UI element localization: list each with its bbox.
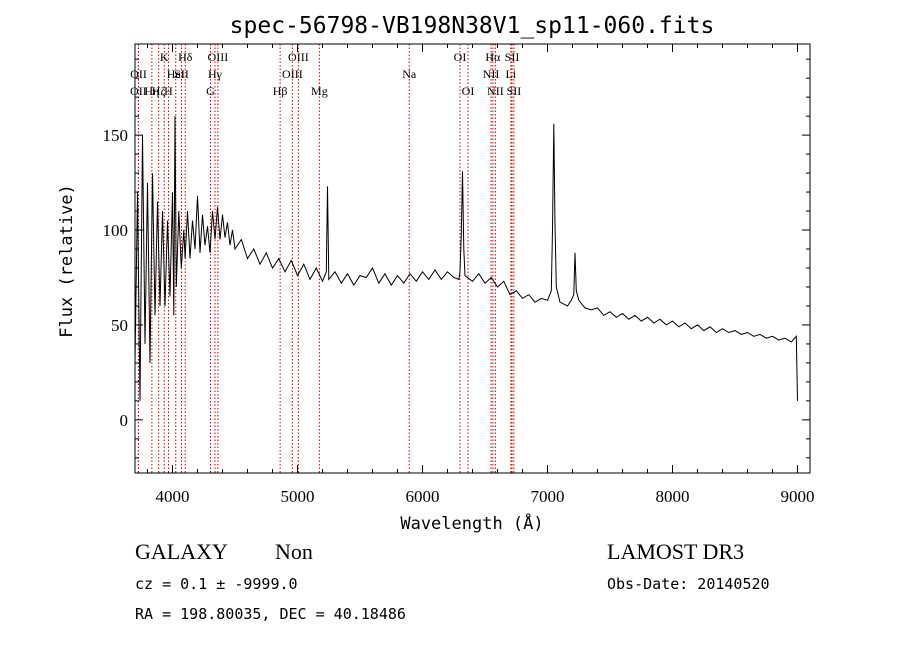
y-tick-label: 100	[103, 221, 129, 240]
x-axis-ticks: 4000 5000 6000 7000 8000 9000	[147, 44, 815, 506]
y-tick-label: 50	[111, 316, 128, 335]
line-marker-label: OI	[462, 84, 475, 98]
spectral-line-labels: OIIOIIHηHζKHHeISIIHδGHγOIIIHβOIIIOIIIMgN…	[130, 50, 521, 98]
line-marker-label: OII	[130, 84, 147, 98]
survey-name: LAMOST DR3	[607, 539, 744, 564]
coordinates-readout: RA = 198.80035, DEC = 40.18486	[135, 605, 406, 623]
line-marker-label: SII	[174, 67, 189, 81]
line-marker-label: Hγ	[208, 67, 223, 81]
line-marker-label: NII	[483, 67, 500, 81]
spectrum-line	[134, 116, 798, 401]
y-tick-label: 0	[120, 411, 129, 430]
line-marker-label: OIII	[282, 67, 303, 81]
line-marker-label: OII	[130, 67, 147, 81]
line-marker-label: SII	[507, 84, 522, 98]
line-marker-label: Hη	[144, 84, 159, 98]
line-marker-label: OIII	[208, 50, 229, 64]
y-tick-label: 150	[103, 126, 129, 145]
line-marker-label: H	[164, 84, 173, 98]
x-tick-label: 8000	[656, 487, 690, 506]
line-marker-label: Hβ	[273, 84, 288, 98]
plot-area: OIIOIIHηHζKHHeISIIHδGHγOIIIHβOIIIOIIIMgN…	[130, 43, 811, 474]
redshift-readout: cz = 0.1 ± -9999.0	[135, 575, 298, 593]
x-tick-label: 5000	[281, 487, 315, 506]
line-marker-label: Hα	[485, 50, 501, 64]
line-marker-label: Hδ	[178, 50, 193, 64]
plot-frame	[134, 43, 811, 474]
line-marker-label: Na	[402, 67, 417, 81]
chart-title: spec-56798-VB198N38V1_sp11-060.fits	[230, 13, 715, 39]
y-axis-label: Flux (relative)	[57, 184, 77, 338]
line-marker-label: K	[160, 50, 169, 64]
observation-date: Obs-Date: 20140520	[607, 575, 770, 593]
line-marker-label: Li	[506, 67, 517, 81]
line-marker-label: Mg	[311, 84, 328, 98]
x-axis-label: Wavelength (Å)	[400, 512, 543, 534]
line-marker-label: G	[206, 84, 215, 98]
line-marker-label: NII	[487, 84, 504, 98]
x-tick-label: 9000	[781, 487, 815, 506]
line-marker-label: OI	[454, 50, 467, 64]
object-subclass: Non	[275, 539, 313, 564]
y-axis-ticks: 0 50 100 150	[103, 58, 810, 459]
line-marker-label: SII	[505, 50, 520, 64]
x-tick-label: 7000	[531, 487, 565, 506]
line-marker-label: OIII	[288, 50, 309, 64]
x-tick-label: 4000	[156, 487, 190, 506]
x-tick-label: 6000	[406, 487, 440, 506]
object-class: GALAXY	[135, 539, 228, 564]
line-marker-label: Hζ	[152, 84, 166, 98]
line-marker-label: HeI	[167, 67, 185, 81]
